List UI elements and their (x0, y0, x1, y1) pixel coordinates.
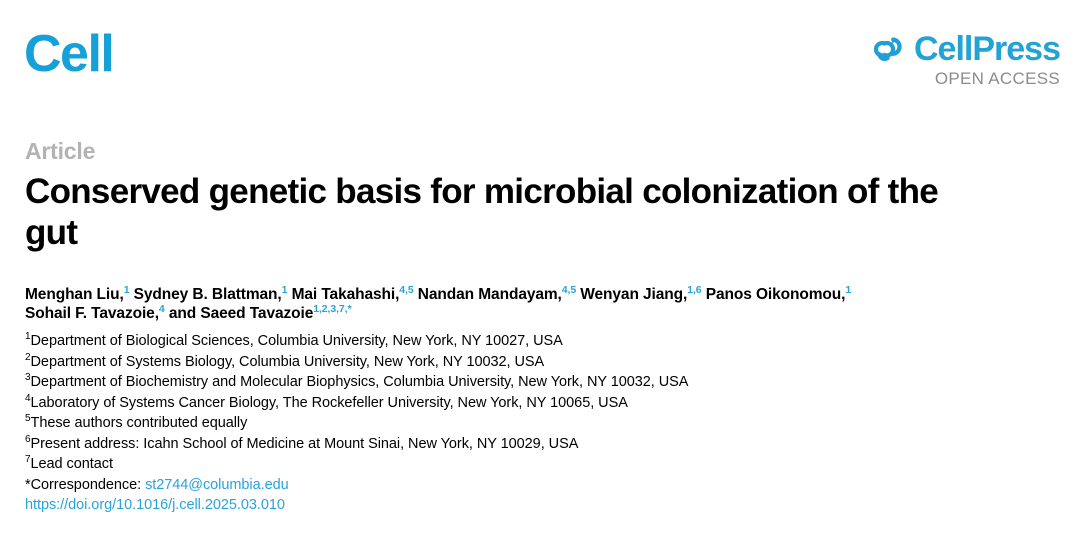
affiliation-text: Department of Biological Sciences, Colum… (30, 333, 563, 349)
page-title: Conserved genetic basis for microbial co… (25, 172, 939, 252)
author-affiliation-marker: 1 (281, 283, 288, 296)
affiliation-text: Present address: Icahn School of Medicin… (30, 435, 579, 452)
author-name: and Saeed Tavazoie (164, 305, 314, 322)
author-affiliation-marker: 4,5 (561, 283, 577, 296)
author-affiliation-marker: 4 (158, 302, 165, 315)
affiliation-item: 6Present address: Icahn School of Medici… (25, 434, 1065, 455)
open-access-badge: OPEN ACCESS (934, 69, 1060, 88)
author-affiliation-marker: 4,5 (399, 283, 414, 296)
author-affiliation-marker: 1,6 (687, 283, 702, 296)
affiliation-marker: 5 (25, 413, 31, 425)
author-name: Mai Takahashi, (287, 286, 400, 303)
author-name: Sohail F. Tavazoie, (25, 305, 159, 322)
affiliation-list: 1Department of Biological Sciences, Colu… (25, 331, 1065, 516)
affiliation-marker: 2 (25, 351, 31, 363)
affiliation-text: Laboratory of Systems Cancer Biology, Th… (30, 394, 628, 411)
correspondence-line: *Correspondence: st2744@columbia.edu (25, 475, 1065, 496)
correspondence-email-link[interactable]: st2744@columbia.edu (145, 476, 289, 493)
author-list: Menghan Liu,1 Sydney B. Blattman,1 Mai T… (25, 285, 1065, 323)
affiliation-item: 2Department of Systems Biology, Columbia… (25, 352, 1065, 373)
affiliation-text: Department of Biochemistry and Molecular… (30, 374, 689, 390)
article-type-kicker: Article (25, 138, 96, 164)
article-header: Article Conserved genetic basis for micr… (25, 138, 1055, 253)
affiliation-item: 5These authors contributed equally (25, 413, 1065, 434)
affiliation-item: 4Laboratory of Systems Cancer Biology, T… (25, 393, 1065, 414)
author-affiliation-marker: 1,2,3,7,* (313, 302, 352, 315)
cell-journal-logo[interactable]: Cell (24, 25, 115, 83)
affiliation-marker: 7 (25, 454, 31, 466)
cellpress-logo-block[interactable]: CellPress OPEN ACCESS (871, 30, 1061, 89)
cellpress-swirl-icon (871, 34, 907, 64)
affiliation-marker: 6 (25, 433, 31, 445)
affiliation-marker: 4 (25, 392, 31, 404)
cellpress-wordmark: CellPress (914, 30, 1061, 68)
cellpress-logo-row: CellPress (871, 30, 1061, 68)
author-name: Sydney B. Blattman, (129, 286, 282, 303)
affiliation-text: Lead contact (30, 456, 113, 472)
affiliation-text: Department of Systems Biology, Columbia … (30, 353, 545, 370)
affiliation-text: These authors contributed equally (30, 415, 248, 431)
author-name: Nandan Mandayam, (413, 286, 562, 303)
affiliation-item: 3Department of Biochemistry and Molecula… (25, 372, 1065, 393)
author-affiliation-marker: 1 (123, 283, 130, 296)
affiliation-marker: 1 (25, 331, 31, 343)
affiliation-item: 7Lead contact (25, 454, 1065, 475)
correspondence-label: *Correspondence: (25, 476, 142, 493)
author-line-2: Sohail F. Tavazoie,4 and Saeed Tavazoie1… (25, 304, 1065, 323)
doi-link[interactable]: https://doi.org/10.1016/j.cell.2025.03.0… (25, 497, 285, 513)
author-name: Menghan Liu, (25, 286, 124, 303)
author-name: Panos Oikonomou, (701, 286, 846, 303)
masthead: Cell CellPress OPEN ACCESS (0, 0, 1080, 112)
affiliation-marker: 3 (25, 372, 31, 384)
affiliation-item: 1Department of Biological Sciences, Colu… (25, 331, 1065, 352)
author-affiliation-marker: 1 (845, 283, 852, 296)
author-line-1: Menghan Liu,1 Sydney B. Blattman,1 Mai T… (25, 285, 1065, 304)
author-name: Wenyan Jiang, (576, 286, 688, 303)
